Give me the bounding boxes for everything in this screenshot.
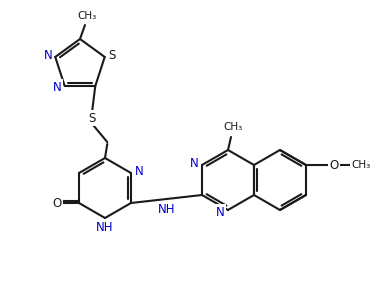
Text: N: N bbox=[216, 205, 224, 218]
Text: N: N bbox=[53, 81, 62, 94]
Text: O: O bbox=[53, 197, 62, 210]
Text: CH₃: CH₃ bbox=[77, 11, 96, 21]
Text: N: N bbox=[190, 157, 198, 170]
Text: N: N bbox=[134, 165, 143, 178]
Text: S: S bbox=[108, 49, 115, 62]
Text: O: O bbox=[329, 158, 339, 171]
Text: N: N bbox=[44, 49, 53, 62]
Text: NH: NH bbox=[96, 221, 114, 234]
Text: CH₃: CH₃ bbox=[223, 122, 243, 132]
Text: CH₃: CH₃ bbox=[351, 160, 370, 170]
Text: S: S bbox=[89, 112, 96, 125]
Text: NH: NH bbox=[158, 202, 175, 215]
